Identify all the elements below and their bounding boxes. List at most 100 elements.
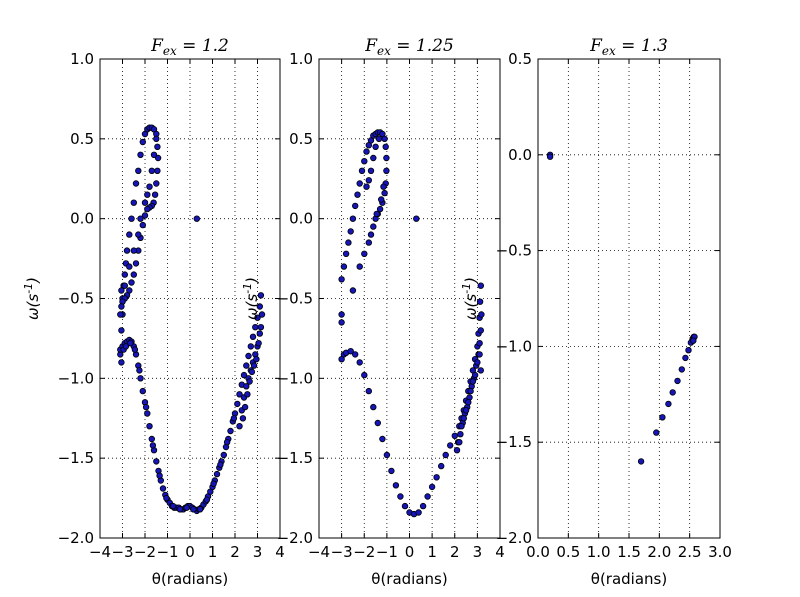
y-tick-label: 0.0 (508, 146, 532, 164)
data-point (476, 351, 483, 358)
data-point (665, 400, 672, 408)
data-point (139, 138, 146, 146)
data-point (456, 439, 463, 446)
data-point (130, 271, 137, 278)
subplot-title: Fex = 1.3 (589, 36, 668, 58)
data-point (356, 359, 363, 366)
data-point (458, 423, 465, 430)
data-point (424, 493, 431, 500)
data-point (203, 496, 211, 503)
data-point (247, 343, 254, 350)
data-point (227, 427, 234, 435)
data-point (388, 467, 395, 475)
data-point (210, 480, 217, 487)
x-tick-label: 3 (253, 543, 263, 561)
x-tick-label: −2 (353, 543, 375, 561)
data-point (234, 400, 241, 408)
data-point (361, 157, 368, 165)
x-tick-label: −4 (89, 543, 111, 561)
data-point (151, 191, 159, 198)
data-point (118, 327, 125, 334)
data-point (370, 223, 377, 230)
x-tick-label: 0 (185, 543, 195, 561)
data-point (121, 271, 128, 278)
data-point (338, 311, 345, 318)
data-point (375, 135, 383, 142)
data-point (382, 143, 389, 150)
data-point (156, 472, 163, 479)
y-tick-label: 1.0 (289, 50, 313, 68)
x-tick-label: 3.0 (708, 543, 732, 561)
data-point (154, 167, 161, 174)
x-tick-label: −1 (376, 543, 398, 561)
data-point (442, 451, 449, 459)
data-point (253, 356, 260, 363)
data-point (374, 419, 381, 427)
x-tick-label: −3 (111, 543, 133, 561)
y-tick-label: −1.5 (496, 433, 532, 451)
data-point (127, 340, 134, 347)
data-point (236, 423, 243, 430)
data-point (146, 183, 153, 190)
x-tick-label: 4 (275, 543, 285, 561)
data-point (338, 276, 345, 283)
data-point (356, 180, 363, 187)
data-point (118, 359, 125, 366)
y-tick-label: 0.5 (508, 50, 532, 68)
data-point (196, 506, 204, 513)
data-point (379, 435, 386, 443)
y-tick-label: −2.0 (496, 529, 532, 547)
data-point (478, 311, 485, 318)
data-point (352, 202, 359, 210)
data-point (342, 250, 350, 257)
data-point (137, 375, 144, 382)
data-point (131, 346, 139, 353)
data-point (130, 247, 137, 254)
data-point (257, 292, 265, 299)
data-point (352, 351, 359, 358)
data-point (126, 231, 133, 238)
subplot-title: Fex = 1.2 (150, 36, 229, 58)
x-tick-label: −1 (156, 543, 178, 561)
data-point (249, 333, 257, 340)
data-point (378, 196, 385, 203)
data-point (460, 415, 467, 422)
data-point (132, 180, 140, 187)
y-tick-label: −0.5 (277, 290, 313, 308)
subplot-1: −4 −3 −2 −1 0 1 2 3 4 1.0 0.5 0.0 −0.5 −1.0 −1.5 −2.0 Fe… (22, 36, 285, 588)
data-point (122, 343, 130, 350)
data-point (338, 319, 345, 326)
data-point (383, 167, 390, 174)
x-tick-label: 0.5 (556, 543, 580, 561)
data-point (419, 502, 427, 510)
data-point (118, 303, 125, 310)
data-point (239, 415, 247, 422)
data-point (397, 493, 404, 500)
data-point (148, 435, 155, 443)
data-point (254, 314, 261, 321)
data-point (347, 228, 354, 235)
x-tick-label: 2.5 (678, 543, 702, 561)
subplot-title: Fex = 1.25 (364, 36, 454, 58)
data-point (153, 180, 160, 187)
data-point (415, 509, 422, 516)
x-tick-label: 0.0 (526, 543, 550, 561)
data-point (477, 327, 484, 334)
data-point (365, 239, 372, 246)
data-point (190, 506, 197, 513)
data-point (154, 143, 161, 150)
data-point (383, 451, 391, 459)
data-point (381, 135, 388, 142)
data-point (467, 387, 474, 395)
data-point (474, 359, 481, 366)
x-tick-label: 3 (473, 543, 483, 561)
data-point (451, 432, 458, 439)
data-point (183, 504, 190, 511)
data-point (462, 407, 470, 414)
data-point (471, 371, 479, 379)
data-point (383, 154, 390, 162)
y-tick-label: 0.5 (70, 130, 94, 148)
data-point (144, 205, 151, 213)
data-point (363, 148, 370, 155)
data-point (433, 474, 440, 481)
